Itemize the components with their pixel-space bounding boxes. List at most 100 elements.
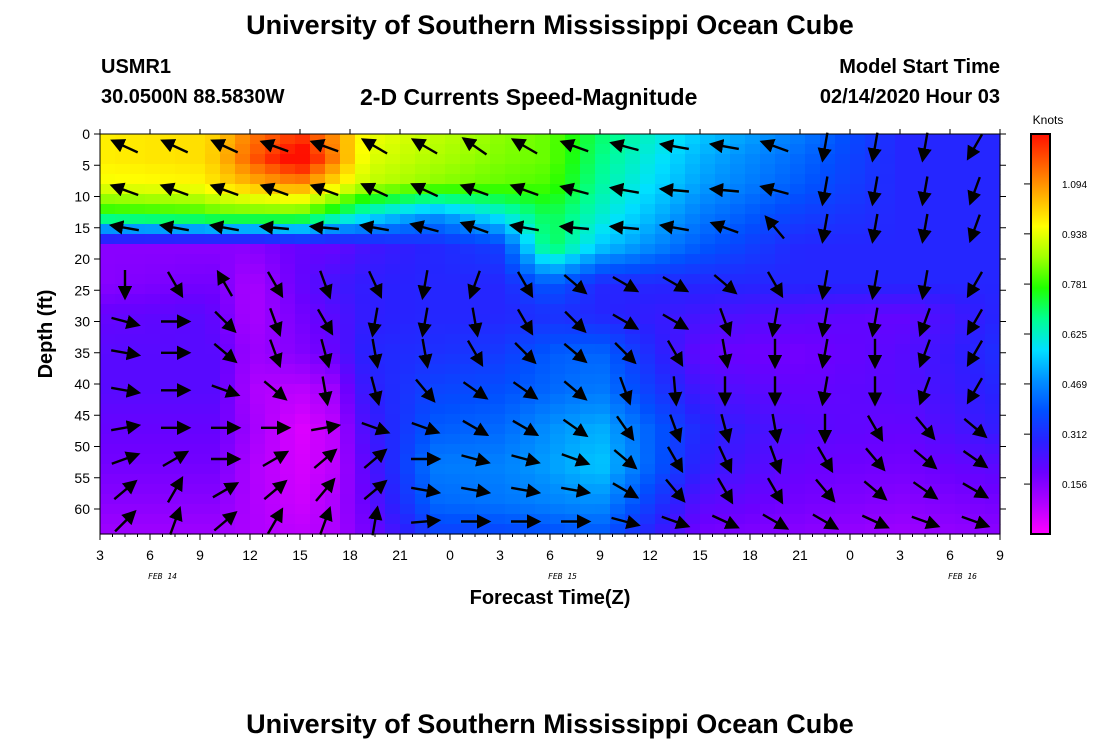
heatmap-cell xyxy=(325,434,341,445)
heatmap-cell xyxy=(250,414,266,425)
heatmap-cell xyxy=(595,274,611,285)
heatmap-cell xyxy=(295,254,311,265)
heatmap-cell xyxy=(925,164,941,175)
heatmap-cell xyxy=(760,414,776,425)
heatmap-cell xyxy=(490,264,506,275)
heatmap-cell xyxy=(610,354,626,365)
heatmap-cell xyxy=(550,514,566,525)
heatmap-cell xyxy=(235,264,251,275)
heatmap-cell xyxy=(880,264,896,275)
heatmap-cell xyxy=(685,264,701,275)
heatmap-cell xyxy=(490,194,506,205)
heatmap-cell xyxy=(850,514,866,525)
heatmap-cell xyxy=(160,494,176,505)
heatmap-cell xyxy=(595,334,611,345)
heatmap-cell xyxy=(385,174,401,185)
heatmap-cell xyxy=(910,314,926,325)
heatmap-cell xyxy=(115,404,131,415)
heatmap-cell xyxy=(265,304,281,315)
heatmap-cell xyxy=(955,454,971,465)
current-vector xyxy=(762,513,790,530)
heatmap-cell xyxy=(955,494,971,505)
heatmap-cell xyxy=(865,304,881,315)
current-vector xyxy=(861,514,890,529)
heatmap-cell xyxy=(760,284,776,295)
heatmap-cell xyxy=(775,404,791,415)
heatmap-cell xyxy=(130,514,146,525)
heatmap-cell xyxy=(745,504,761,515)
heatmap-cell xyxy=(760,514,776,525)
heatmap-cell xyxy=(190,284,206,295)
heatmap-cell xyxy=(325,174,341,185)
x-tick-label: 9 xyxy=(996,547,1004,563)
heatmap-cell xyxy=(850,264,866,275)
heatmap-cell xyxy=(985,524,1001,535)
heatmap-cell xyxy=(925,314,941,325)
heatmap-cell xyxy=(535,514,551,525)
current-vector xyxy=(512,381,539,400)
heatmap-cell xyxy=(385,504,401,515)
heatmap-cell xyxy=(595,474,611,485)
x-tick-label: 6 xyxy=(546,547,554,563)
heatmap-cell xyxy=(640,314,656,325)
heatmap-cell xyxy=(175,414,191,425)
heatmap-cell xyxy=(895,134,911,145)
heatmap-cell xyxy=(445,244,461,255)
heatmap-cell xyxy=(730,504,746,515)
heatmap-cell xyxy=(730,464,746,475)
heatmap-cell xyxy=(940,144,956,155)
heatmap-cell xyxy=(625,474,641,485)
heatmap-cell xyxy=(160,174,176,185)
heatmap-cell xyxy=(370,464,386,475)
heatmap-cell xyxy=(835,144,851,155)
x-tick-label: 6 xyxy=(946,547,954,563)
current-vector xyxy=(817,132,832,163)
heatmap-cell xyxy=(445,434,461,445)
heatmap-cell xyxy=(400,354,416,365)
heatmap-cell xyxy=(670,364,686,375)
heatmap-cell xyxy=(130,394,146,405)
heatmap-cell xyxy=(490,254,506,265)
heatmap-cell xyxy=(790,524,806,535)
heatmap-cell xyxy=(895,304,911,315)
heatmap-cell xyxy=(430,524,446,535)
heatmap-cell xyxy=(595,454,611,465)
heatmap-cell xyxy=(250,154,266,165)
heatmap-cell xyxy=(535,244,551,255)
heatmap-cell xyxy=(880,164,896,175)
x-tick-label: 3 xyxy=(496,547,504,563)
heatmap-cell xyxy=(340,184,356,195)
heatmap-cell xyxy=(715,254,731,265)
heatmap-cell xyxy=(205,174,221,185)
heatmap-cell xyxy=(520,524,536,535)
heatmap-cell xyxy=(655,264,671,275)
heatmap-cell xyxy=(745,514,761,525)
heatmap-cell xyxy=(115,304,131,315)
colorbar-tick-label: 0.938 xyxy=(1062,230,1087,241)
heatmap-cell xyxy=(640,434,656,445)
heatmap-cell xyxy=(775,184,791,195)
heatmap-cell xyxy=(865,494,881,505)
heatmap-cell xyxy=(685,454,701,465)
heatmap-cell xyxy=(355,144,371,155)
heatmap-cell xyxy=(565,264,581,275)
heatmap-cell xyxy=(730,204,746,215)
heatmap-cell xyxy=(595,404,611,415)
heatmap-cell xyxy=(640,454,656,465)
heatmap-cell xyxy=(325,494,341,505)
heatmap-cell xyxy=(625,244,641,255)
heatmap-cell xyxy=(115,334,131,345)
heatmap-cell xyxy=(895,514,911,525)
heatmap-cell xyxy=(715,244,731,255)
heatmap-cell xyxy=(940,434,956,445)
heatmap-cell xyxy=(550,454,566,465)
heatmap-cell xyxy=(580,234,596,245)
heatmap-cell xyxy=(190,384,206,395)
heatmap-cell xyxy=(295,304,311,315)
heatmap-cell xyxy=(175,244,191,255)
heatmap-cell xyxy=(835,174,851,185)
heatmap-cell xyxy=(460,404,476,415)
heatmap-cell xyxy=(145,454,161,465)
heatmap-cell xyxy=(490,144,506,155)
heatmap-cell xyxy=(730,274,746,285)
